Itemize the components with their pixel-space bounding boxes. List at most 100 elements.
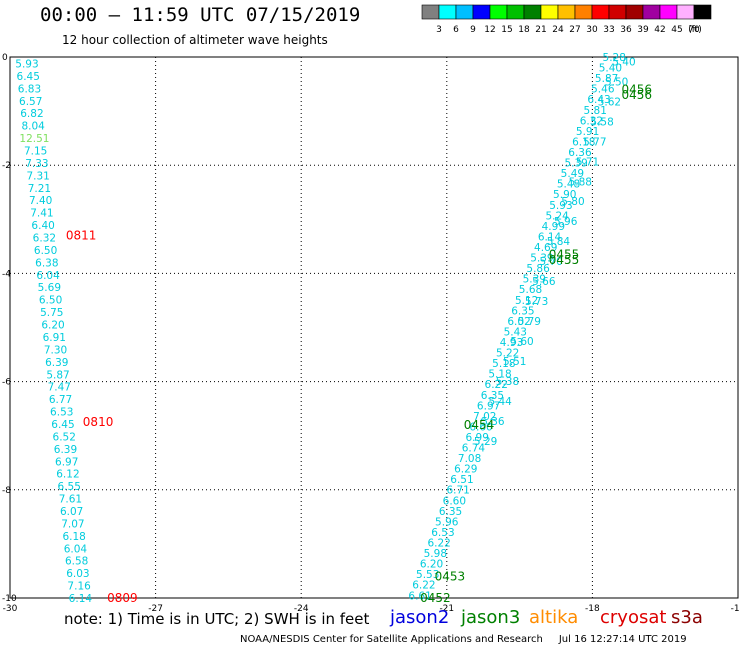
swh-value: 5.18 [488,369,511,381]
swh-value: 12.51 [19,133,49,145]
swh-value: 5.44 [488,396,512,408]
swh-value: 5.68 [519,284,542,296]
lat-tick-label: -10 [2,594,17,604]
swh-value: 5.86 [526,263,550,275]
swh-value: 5.40 [599,63,622,75]
swh-value: 6.97 [477,400,500,412]
swh-value: 5.93 [549,200,572,212]
swh-value: 6.04 [36,270,60,282]
swh-value: 6.35 [439,506,462,518]
satellite-legend-altika: altika [529,607,579,628]
swh-value: 7.33 [25,158,48,170]
swh-value: 7.47 [48,382,71,394]
swh-value: 6.12 [56,469,79,481]
swh-value: 7.07 [61,518,84,530]
swh-value: 7.41 [30,208,53,220]
swh-value: 7.40 [29,195,52,207]
swh-value: 5.81 [584,105,607,117]
swh-value: 6.32 [580,115,603,127]
swh-value: 5.51 [503,356,526,368]
swh-value: 5.36 [481,416,505,428]
swh-value: 7.31 [26,170,49,182]
swh-value: 5.80 [561,196,584,208]
swh-value: 7.30 [44,344,67,356]
swh-value: 6.35 [481,390,504,402]
swh-value: 5.79 [518,316,541,328]
legend-label: 21 [535,25,546,35]
swh-value: 6.39 [45,357,68,369]
legend-label: 12 [484,25,495,35]
swh-value: 6.61 [408,590,431,602]
swh-value: 5.24 [545,210,569,222]
swh-value: 6.45 [17,71,40,83]
swh-value: 5.29 [474,436,497,448]
page-title: 00:00 – 11:59 UTC 07/15/2019 [40,4,361,26]
pass-time-label: 0455 [549,253,580,267]
swh-value: 5.66 [532,276,556,288]
swh-value: 5.62 [598,96,621,108]
swh-value: 5.46 [591,84,615,96]
legend-label: 36 [620,25,632,35]
swh-value: 6.77 [49,394,72,406]
swh-value: 6.99 [466,432,489,444]
swh-value: 5.40 [612,56,635,68]
swh-value: 6.38 [35,257,58,269]
swh-value: 6.20 [41,320,64,332]
lon-tick-label: -24 [294,604,309,614]
lat-tick-label: 0 [2,53,8,63]
swh-value: 5.75 [40,307,63,319]
swh-value: 5.96 [554,216,578,228]
footer: NOAA/NESDIS Center for Satellite Applica… [240,634,687,645]
wave-height-map: -30-27-24-21-18-150-2-4-6-8-105.936.456.… [2,52,740,614]
swh-value: 6.29 [454,464,477,476]
swh-value: 6.51 [450,474,473,486]
lon-tick-label: -27 [148,604,163,614]
swh-value: 6.04 [64,543,88,555]
pass-time-label: 0456 [622,82,653,96]
swh-value: 6.91 [43,332,66,344]
swh-value: 5.91 [576,126,599,138]
swh-value: 5.73 [525,296,548,308]
swh-value: 7.08 [458,453,481,465]
lat-tick-label: -8 [2,486,11,496]
lat-tick-label: -2 [2,161,11,171]
swh-value: 5.12 [515,295,538,307]
pass-time-label: 0454 [464,418,495,432]
legend-label: 33 [603,25,614,35]
swh-value: 5.39 [564,158,587,170]
legend-label: 42 [654,25,665,35]
swh-value: 6.18 [62,531,85,543]
legend-label: 3 [436,25,442,35]
swh-value: 5.87 [595,73,618,85]
satellite-legend-jason2: jason2 [390,607,450,628]
swh-value: 5.70 [539,256,562,268]
map-frame [9,56,739,599]
swh-value: 5.71 [576,156,599,168]
pass-time-label: 0810 [83,415,114,429]
lat-tick-label: -6 [2,378,11,388]
swh-value: 6.82 [20,108,43,120]
legend-label: 6 [453,25,459,35]
satellite-legend-jason3: jason3 [461,607,521,628]
pass-time-label: 0811 [66,229,97,243]
legend-unit: (ft) [688,25,702,35]
swh-value: 6.14 [69,593,93,605]
swh-value: 6.22 [427,538,450,550]
units-note: note: 1) Time is in UTC; 2) SWH is in fe… [64,610,370,628]
swh-value: 7.16 [67,581,91,593]
swh-value: 6.52 [53,431,76,443]
swh-value: 7.15 [24,146,47,158]
swh-value: 5.28 [603,52,626,64]
swh-value: 5.39 [530,253,553,265]
swh-value: 5.22 [496,348,519,360]
swh-value: 6.83 [18,83,41,95]
satellite-legend-cryosat: cryosat [600,607,667,628]
swh-value: 6.71 [446,485,469,497]
swh-value: 5.69 [38,282,61,294]
swh-value: 5.87 [46,369,69,381]
color-legend: 3 6 9 12 15 18 21 24 27 30 33 36 39 42 45 70(ft) [421,4,712,35]
swh-value: 5.48 [557,179,580,191]
pass-time-label: 0809 [107,591,138,605]
swh-value: 5.90 [553,189,576,201]
